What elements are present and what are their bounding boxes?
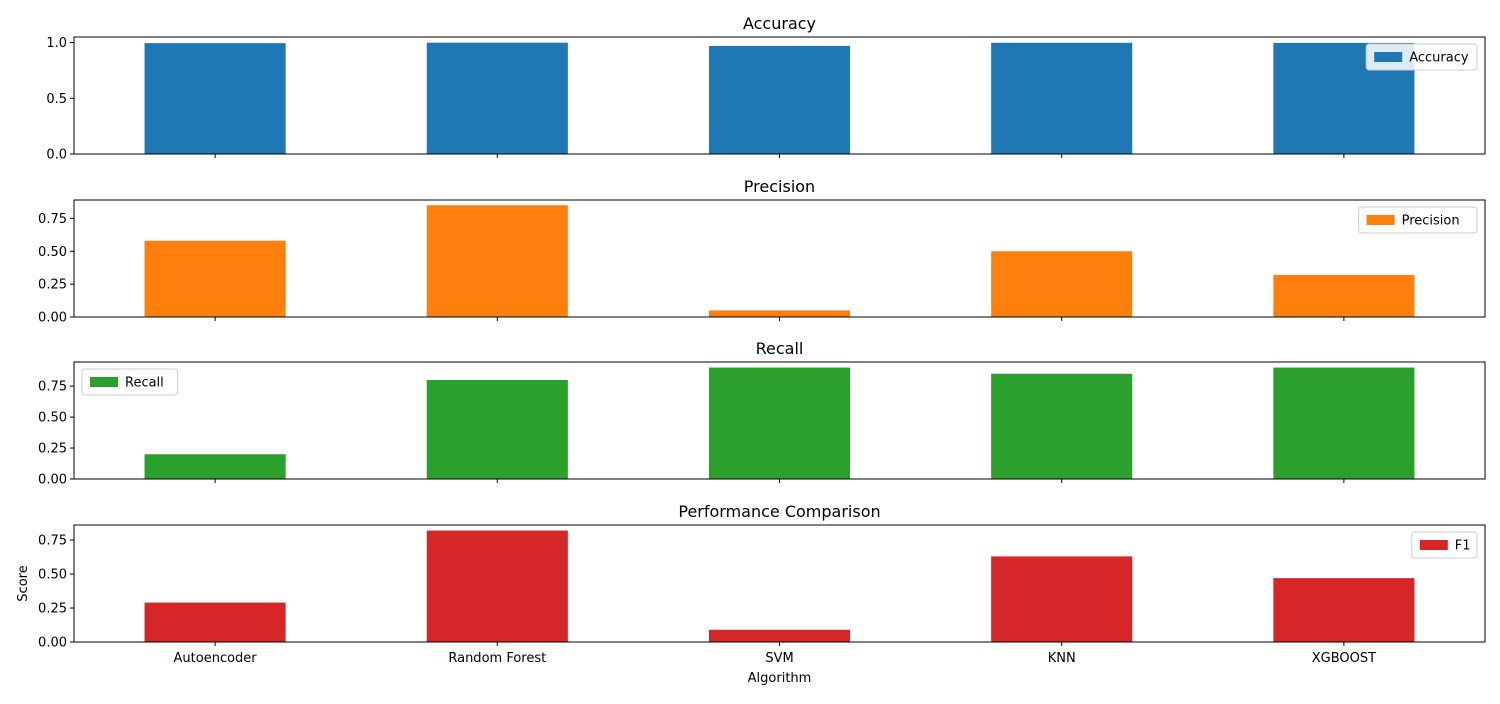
legend-swatch [1366, 215, 1395, 225]
legend-label: Accuracy [1409, 51, 1469, 66]
y-tick-label: 0.00 [38, 311, 67, 326]
legend: Recall [81, 368, 179, 396]
bar-knn [991, 42, 1133, 155]
bar-autoencoder [144, 602, 286, 642]
y-tick-label: 0.50 [38, 411, 67, 426]
x-tick-label: KNN [1048, 651, 1076, 666]
x-axis-label: Algorithm [748, 671, 812, 686]
bar-autoencoder [144, 454, 286, 479]
bar-svm [708, 310, 851, 317]
legend: Precision [1358, 206, 1478, 234]
legend: Accuracy [1365, 43, 1478, 71]
y-tick-label: 0.75 [38, 212, 67, 227]
legend: F1 [1411, 531, 1478, 559]
y-tick-label: 0.0 [46, 148, 67, 163]
x-tick-label: Random Forest [448, 651, 546, 666]
subplot-1: Accuracy 0.0 0.5 1.0 Accuracy [46, 14, 1486, 163]
bar-svm [708, 629, 851, 642]
y-axis-label: Score [16, 565, 31, 601]
bar-random-forest [426, 42, 568, 154]
subplot-4: Performance Comparison 0.00 0.25 0.50 0.75 Au… [16, 502, 1486, 686]
subplot-3: Recall 0.00 0.25 0.50 0.75 Recall [38, 339, 1486, 488]
bar-autoencoder [144, 43, 286, 154]
x-tick-label: SVM [765, 651, 793, 666]
bar-xgboost [1273, 578, 1415, 642]
bar-svm [708, 45, 851, 154]
bar-knn [991, 556, 1133, 642]
y-tick-label: 1.0 [46, 36, 67, 51]
subplot-2: Precision 0.00 0.25 0.50 0.75 Precision [38, 177, 1486, 326]
legend-label: F1 [1455, 539, 1471, 554]
y-tick-label: 0.00 [38, 636, 67, 651]
subplot-title: Accuracy [743, 14, 816, 33]
y-tick-label: 0.75 [38, 534, 67, 549]
legend-box [1358, 206, 1478, 234]
y-tick-label: 0.25 [38, 278, 67, 293]
subplot-title: Precision [744, 177, 815, 196]
legend-swatch [1374, 52, 1403, 62]
bar-xgboost [1273, 274, 1415, 317]
bar-random-forest [426, 379, 568, 479]
legend-label: Recall [125, 376, 164, 391]
y-tick-label: 0.00 [38, 473, 67, 488]
bar-knn [991, 251, 1133, 317]
y-tick-label: 0.50 [38, 568, 67, 583]
legend-label: Precision [1402, 214, 1460, 229]
bar-knn [991, 373, 1133, 479]
legend-box [1365, 43, 1478, 71]
bar-autoencoder [144, 240, 286, 317]
legend-swatch [1419, 540, 1448, 550]
legend-swatch [90, 377, 118, 387]
subplot-title: Recall [756, 339, 804, 358]
bar-random-forest [426, 530, 568, 642]
y-tick-label: 0.5 [46, 92, 67, 107]
bar-random-forest [426, 205, 568, 317]
y-tick-label: 0.50 [38, 245, 67, 260]
bar-xgboost [1273, 367, 1415, 479]
legend-box [81, 368, 179, 396]
x-tick-label: XGBOOST [1312, 651, 1376, 666]
y-tick-label: 0.75 [38, 380, 67, 395]
y-tick-label: 0.25 [38, 602, 67, 617]
y-tick-label: 0.25 [38, 442, 67, 457]
subplot-title: Performance Comparison [678, 502, 880, 521]
x-tick-label: Autoencoder [174, 651, 258, 666]
bar-svm [708, 367, 851, 479]
